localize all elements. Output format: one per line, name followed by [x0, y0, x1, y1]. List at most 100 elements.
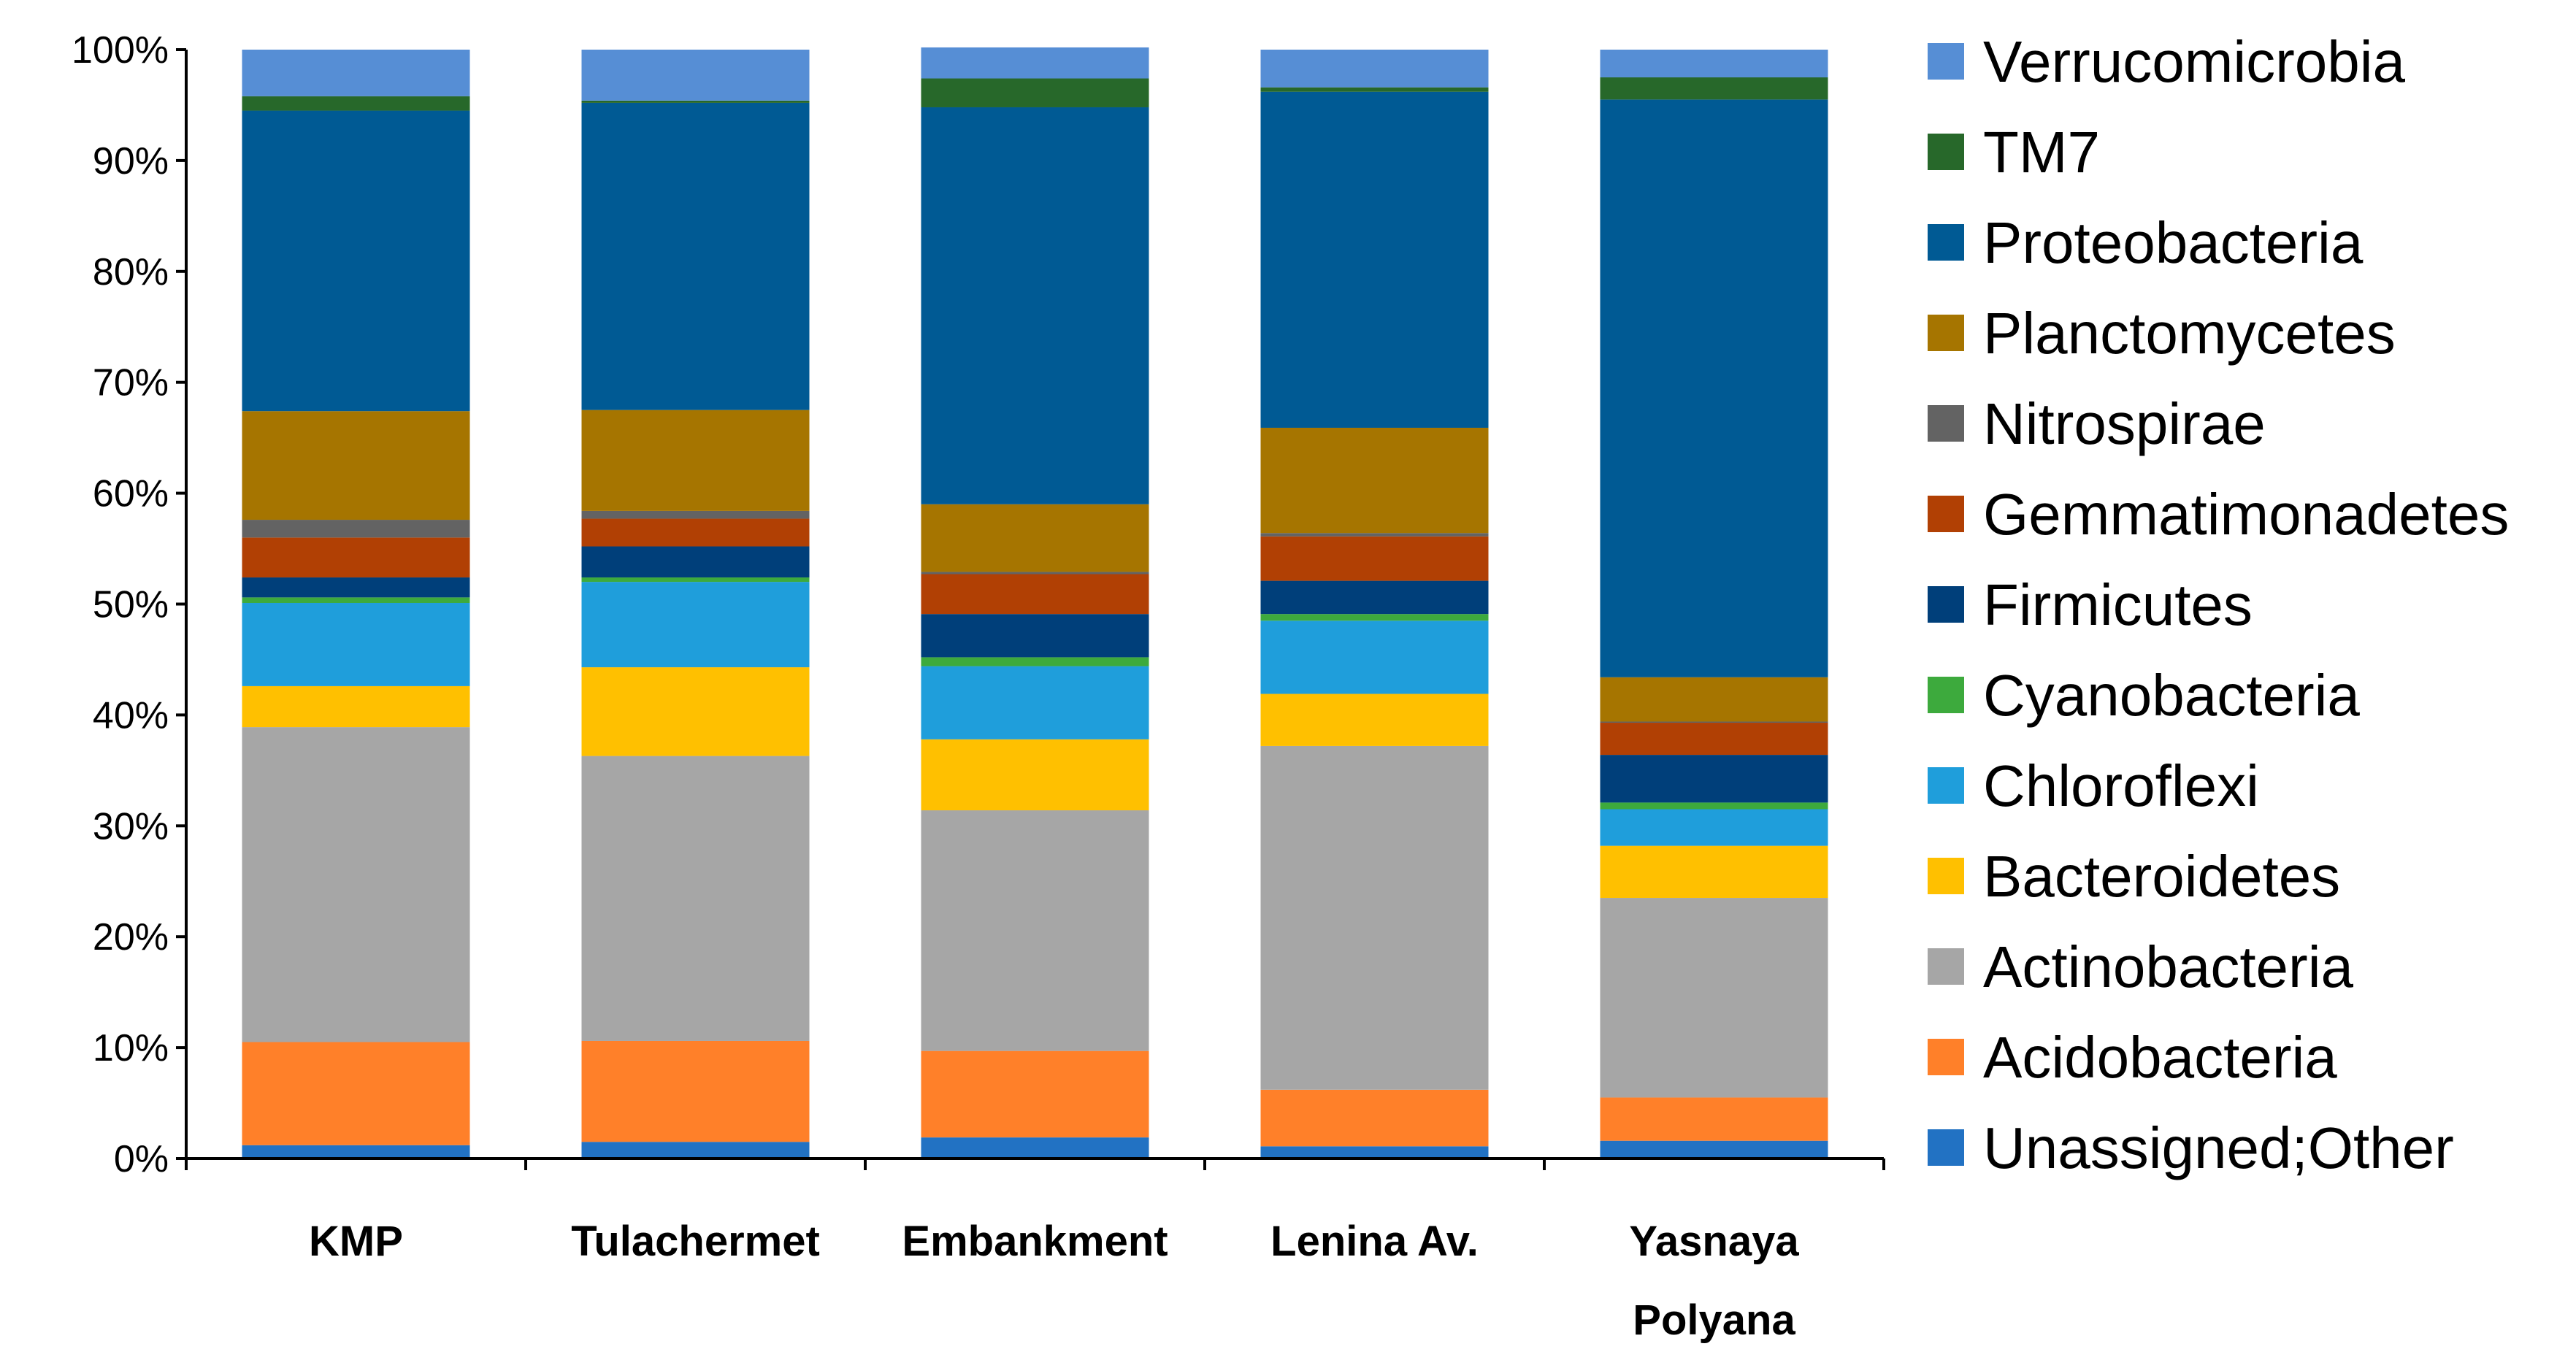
x-category-label-line: Polyana — [1633, 1296, 1795, 1344]
bar-segment-tulachermet-acidobacteria — [581, 1040, 810, 1142]
bar-segment-yasnaya-polyana-unassigned-other — [1600, 1140, 1828, 1158]
bar-segment-yasnaya-polyana-actinobacteria — [1600, 898, 1828, 1098]
legend-label: Proteobacteria — [1983, 210, 2364, 275]
bar-segment-kmp-proteobacteria — [242, 110, 470, 412]
x-category-label: Embankment — [902, 1218, 1168, 1265]
y-tick-label: 70% — [93, 362, 169, 404]
bar-segment-embankment-verrucomicrobia — [921, 47, 1149, 79]
bar-segment-kmp-bacteroidetes — [242, 685, 470, 728]
bar-segment-embankment-nitrospirae — [921, 572, 1149, 575]
bar-segment-lenina-av-acidobacteria — [1260, 1089, 1489, 1147]
bar-segment-kmp-tm7 — [242, 96, 470, 111]
bar-segment-yasnaya-polyana-cyanobacteria — [1600, 802, 1828, 810]
bar-segment-embankment-tm7 — [921, 78, 1149, 107]
legend-swatch — [1928, 948, 1964, 985]
legend-label: Cyanobacteria — [1983, 663, 2360, 728]
bar-segment-lenina-av-chloroflexi — [1260, 620, 1489, 694]
legend-swatch — [1928, 767, 1964, 804]
legend-label: Gemmatimonadetes — [1983, 482, 2509, 547]
legend-label: Bacteroidetes — [1983, 844, 2340, 909]
bar-segment-kmp-verrucomicrobia — [242, 50, 470, 96]
bar-segment-lenina-av-firmicutes — [1260, 580, 1489, 615]
legend-label: Acidobacteria — [1983, 1025, 2337, 1090]
legend-item-verrucomicrobia: Verrucomicrobia — [1928, 29, 2406, 94]
bar-segment-yasnaya-polyana-proteobacteria — [1600, 99, 1828, 677]
bar-segment-embankment-bacteroidetes — [921, 739, 1149, 811]
x-category-label: Lenina Av. — [1270, 1218, 1479, 1265]
bar-segment-embankment-planctomycetes — [921, 504, 1149, 572]
legend-item-acidobacteria: Acidobacteria — [1928, 1025, 2337, 1090]
y-tick-label: 20% — [93, 916, 169, 958]
bars-layer — [242, 47, 1828, 1158]
bar-segment-embankment-proteobacteria — [921, 107, 1149, 504]
bar-segment-kmp-gemmatimonadetes — [242, 537, 470, 578]
bar-segment-kmp-chloroflexi — [242, 602, 470, 686]
legend-label: Planctomycetes — [1983, 301, 2396, 366]
bar-segment-tulachermet-unassigned-other — [581, 1142, 810, 1158]
bar-segment-embankment-cyanobacteria — [921, 657, 1149, 666]
legend-item-tm7: TM7 — [1928, 120, 2100, 185]
legend-item-firmicutes: Firmicutes — [1928, 572, 2253, 637]
bar-segment-tulachermet-chloroflexi — [581, 582, 810, 668]
bar-segment-yasnaya-polyana-gemmatimonadetes — [1600, 723, 1828, 756]
legend-label: TM7 — [1983, 120, 2100, 185]
legend-item-unassigned-other: Unassigned;Other — [1928, 1115, 2454, 1180]
legend-swatch — [1928, 586, 1964, 623]
x-category-label: Yasnaya Polyana — [1629, 1218, 1799, 1344]
y-tick-label: 90% — [93, 140, 169, 182]
legend-item-bacteroidetes: Bacteroidetes — [1928, 844, 2340, 909]
bar-segment-lenina-av-gemmatimonadetes — [1260, 536, 1489, 581]
bar-segment-tulachermet-proteobacteria — [581, 102, 810, 410]
x-category-label-line: Yasnaya — [1629, 1218, 1799, 1265]
y-tick-label: 10% — [93, 1027, 169, 1069]
legend-item-gemmatimonadetes: Gemmatimonadetes — [1928, 482, 2509, 547]
bar-segment-yasnaya-polyana-chloroflexi — [1600, 809, 1828, 846]
y-tick-label: 50% — [93, 584, 169, 626]
bar-segment-kmp-actinobacteria — [242, 727, 470, 1042]
legend-swatch — [1928, 677, 1964, 713]
legend-swatch — [1928, 224, 1964, 261]
y-tick-label: 40% — [93, 694, 169, 737]
x-category-label: KMP — [309, 1218, 403, 1265]
legend-swatch — [1928, 496, 1964, 532]
legend: Verrucomicrobia TM7 Proteobacteria Planctom… — [1928, 29, 2509, 1180]
legend-item-actinobacteria: Actinobacteria — [1928, 934, 2353, 999]
bar-segment-lenina-av-tm7 — [1260, 87, 1489, 92]
bar-segment-yasnaya-polyana-verrucomicrobia — [1600, 50, 1828, 77]
x-category-label-line: KMP — [309, 1218, 403, 1265]
bar-segment-embankment-chloroflexi — [921, 666, 1149, 739]
bar-segment-yasnaya-polyana-planctomycetes — [1600, 677, 1828, 722]
x-category-label-line: Lenina Av. — [1270, 1218, 1479, 1265]
legend-item-nitrospirae: Nitrospirae — [1928, 391, 2266, 456]
y-tick-label: 60% — [93, 473, 169, 515]
bar-segment-lenina-av-nitrospirae — [1260, 533, 1489, 537]
y-tick-label: 0% — [114, 1138, 169, 1180]
bar-segment-yasnaya-polyana-bacteroidetes — [1600, 845, 1828, 899]
y-tick-label: 100% — [72, 29, 169, 72]
bar-segment-embankment-unassigned-other — [921, 1137, 1149, 1158]
bar-segment-tulachermet-firmicutes — [581, 546, 810, 578]
bar-segment-tulachermet-planctomycetes — [581, 410, 810, 511]
legend-swatch — [1928, 858, 1964, 894]
bar-segment-tulachermet-nitrospirae — [581, 510, 810, 519]
bar-segment-embankment-actinobacteria — [921, 810, 1149, 1051]
bar-segment-tulachermet-bacteroidetes — [581, 667, 810, 756]
bar-segment-kmp-nitrospirae — [242, 520, 470, 538]
bar-segment-embankment-acidobacteria — [921, 1050, 1149, 1138]
legend-item-cyanobacteria: Cyanobacteria — [1928, 663, 2360, 728]
bar-segment-embankment-firmicutes — [921, 614, 1149, 658]
axes-layer: 0% 10% 20% 30% 40% 50% 60% 70% 80% 90% 100% KMP Tula… — [72, 29, 1885, 1344]
legend-item-proteobacteria: Proteobacteria — [1928, 210, 2364, 275]
x-category-label: Tulachermet — [571, 1218, 820, 1265]
legend-swatch — [1928, 1129, 1964, 1166]
bar-segment-lenina-av-cyanobacteria — [1260, 614, 1489, 621]
bar-segment-yasnaya-polyana-tm7 — [1600, 77, 1828, 100]
bar-segment-lenina-av-planctomycetes — [1260, 427, 1489, 534]
bar-segment-tulachermet-gemmatimonadetes — [581, 518, 810, 547]
bar-segment-tulachermet-cyanobacteria — [581, 577, 810, 583]
bar-segment-kmp-planctomycetes — [242, 411, 470, 520]
legend-label: Actinobacteria — [1983, 934, 2353, 999]
y-tick-label: 80% — [93, 251, 169, 293]
